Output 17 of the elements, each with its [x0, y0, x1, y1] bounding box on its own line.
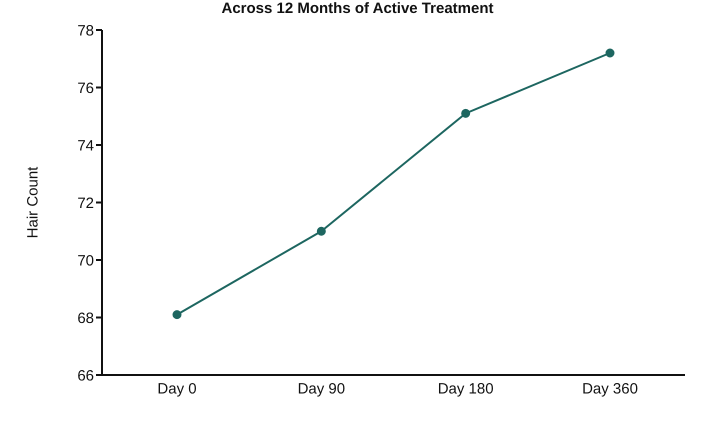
y-tick-label: 76	[77, 80, 94, 97]
x-tick-label: Day 90	[298, 380, 346, 398]
y-tick-label: 66	[77, 367, 94, 384]
chart-title: Across 12 Months of Active Treatment	[220, 0, 494, 17]
x-tick-label: Day 180	[438, 380, 494, 398]
point	[316, 226, 326, 236]
y-axis-title: Hair Count	[24, 166, 42, 238]
point	[461, 108, 470, 118]
y-tick-label: 72	[77, 194, 94, 212]
y-tick-label: 70	[77, 252, 94, 270]
x-tick-label: Day 0	[157, 380, 197, 398]
y-tick-label: 68	[77, 310, 94, 327]
point	[172, 310, 182, 320]
x-tick-label: Day 360	[582, 380, 638, 398]
point	[606, 48, 614, 58]
y-tick-label: 78	[77, 22, 94, 40]
y-tick-label: 74	[77, 137, 94, 154]
